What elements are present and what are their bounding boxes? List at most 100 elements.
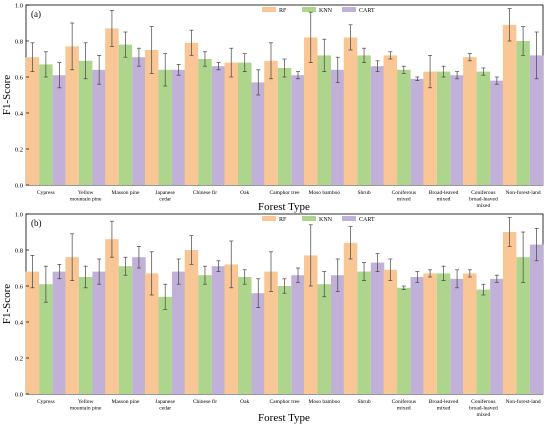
bar-cart [92, 271, 106, 394]
x-tick-label: Masson pine [111, 190, 140, 196]
bar-cart [331, 275, 345, 394]
bar-knn [317, 55, 332, 186]
bar-rf [184, 42, 199, 185]
bar-knn [78, 277, 93, 394]
y-tick-label: 0.0 [15, 392, 23, 399]
y-tick-label: 0.4 [15, 111, 24, 118]
yticks-b: 0.0 0.2 0.4 0.6 0.8 1.0 [15, 212, 29, 399]
yticks-a: 0.0 0.2 0.4 0.6 0.8 1.0 [15, 3, 29, 190]
legend-swatch-knn [302, 7, 316, 12]
bar-cart [490, 278, 504, 394]
x-tick-label: Coniferous broad-leaved mixed [469, 189, 498, 209]
x-tick-label: Cypress [37, 399, 55, 405]
bar-cart [291, 275, 305, 394]
bar-rf [65, 46, 79, 186]
legend-label-cart: CART [359, 8, 375, 14]
panel-b: (b) F1-Score Forest Type RF KNN CART 0.00.… [1, 212, 544, 424]
bar-rf [144, 50, 159, 185]
bar-knn [476, 71, 491, 185]
bar-cart [132, 57, 146, 186]
bar-cart [171, 69, 186, 185]
bar-knn [237, 62, 252, 185]
y-tick-label: 0.8 [15, 39, 23, 46]
y-tick-label: 0.4 [15, 320, 24, 327]
panel-label-a: (a) [31, 9, 41, 19]
x-tick-label: Camphor tree [269, 399, 300, 405]
bar-knn [39, 64, 53, 185]
bar-rf [423, 71, 437, 185]
panel-label-b: (b) [31, 218, 42, 228]
y-tick-label: 1.0 [15, 212, 23, 219]
bar-knn [277, 286, 292, 394]
bar-knn [516, 41, 530, 185]
bar-cart [211, 66, 226, 185]
y-tick-label: 1.0 [15, 3, 23, 10]
x-tick-label: Shrub [357, 399, 370, 405]
bar-rf [502, 232, 517, 394]
bar-rf [343, 37, 358, 186]
x-tick-label: Coniferous mixed [392, 189, 416, 203]
x-tick-label: Coniferous broad-leaved mixed [469, 398, 498, 418]
legend-label-cart: CART [359, 217, 375, 223]
bar-cart [211, 266, 226, 394]
bars-a [25, 8, 544, 186]
bar-knn [397, 287, 411, 394]
x-axis-title-b: Forest Type [258, 412, 310, 424]
bar-rf [343, 242, 358, 394]
x-tick-label: Broad-leaved mixed [429, 399, 459, 412]
bar-rf [264, 60, 278, 185]
bar-knn [237, 277, 252, 394]
bar-cart [171, 271, 186, 394]
legend-swatch-cart [342, 7, 356, 12]
bar-cart [331, 69, 345, 185]
bar-cart [410, 277, 425, 394]
bar-rf [184, 250, 199, 394]
bar-knn [78, 60, 93, 185]
legend-swatch-cart [342, 216, 356, 221]
y-axis-title-a: F1-Score [1, 75, 13, 115]
xticks-b: Cypress Yellow mountain pine Masson pine Jap… [37, 398, 541, 418]
bar-knn [476, 289, 491, 394]
bar-cart [529, 244, 544, 394]
x-tick-label: Non-forest-land [506, 398, 541, 405]
x-tick-label: Non-forest-land [506, 189, 541, 196]
bar-rf [105, 28, 119, 186]
x-tick-label: Oak [240, 399, 249, 405]
bar-cart [251, 293, 265, 394]
bar-cart [490, 80, 504, 185]
y-tick-label: 0.8 [15, 248, 23, 255]
x-tick-label: Japanese cedar [155, 399, 175, 412]
bar-knn [317, 284, 332, 394]
y-tick-label: 0.6 [15, 284, 24, 291]
bar-rf [463, 273, 477, 394]
y-tick-label: 0.0 [15, 183, 23, 190]
legend-label-knn: KNN [319, 217, 333, 223]
y-tick-label: 0.6 [15, 75, 24, 82]
bar-cart [450, 75, 464, 185]
bar-cart [529, 55, 544, 186]
y-tick-label: 0.2 [15, 356, 23, 363]
x-tick-label: Broad-leaved mixed [429, 190, 459, 203]
legend-swatch-rf [262, 216, 276, 221]
bar-knn [198, 59, 212, 185]
x-tick-label: Cypress [37, 190, 55, 196]
bar-cart [52, 75, 67, 185]
bar-knn [436, 71, 451, 185]
bar-knn [118, 266, 133, 394]
x-tick-label: Oak [240, 190, 249, 196]
bar-rf [383, 269, 398, 394]
bar-rf [25, 271, 40, 394]
bar-rf [65, 257, 79, 394]
bar-rf [304, 37, 318, 186]
x-tick-label: Shrub [357, 190, 370, 196]
bar-rf [144, 273, 159, 394]
xticks-a: Cypress Yellow mountain pine Masson pine Jap… [37, 189, 541, 209]
bar-rf [224, 264, 238, 394]
bar-rf [224, 62, 238, 185]
bar-cart [251, 82, 265, 185]
bar-cart [450, 278, 464, 394]
legend-b: RF KNN CART [262, 216, 375, 223]
x-tick-label: Japanese cedar [155, 190, 175, 203]
x-tick-label: Chinese fir [193, 398, 217, 405]
